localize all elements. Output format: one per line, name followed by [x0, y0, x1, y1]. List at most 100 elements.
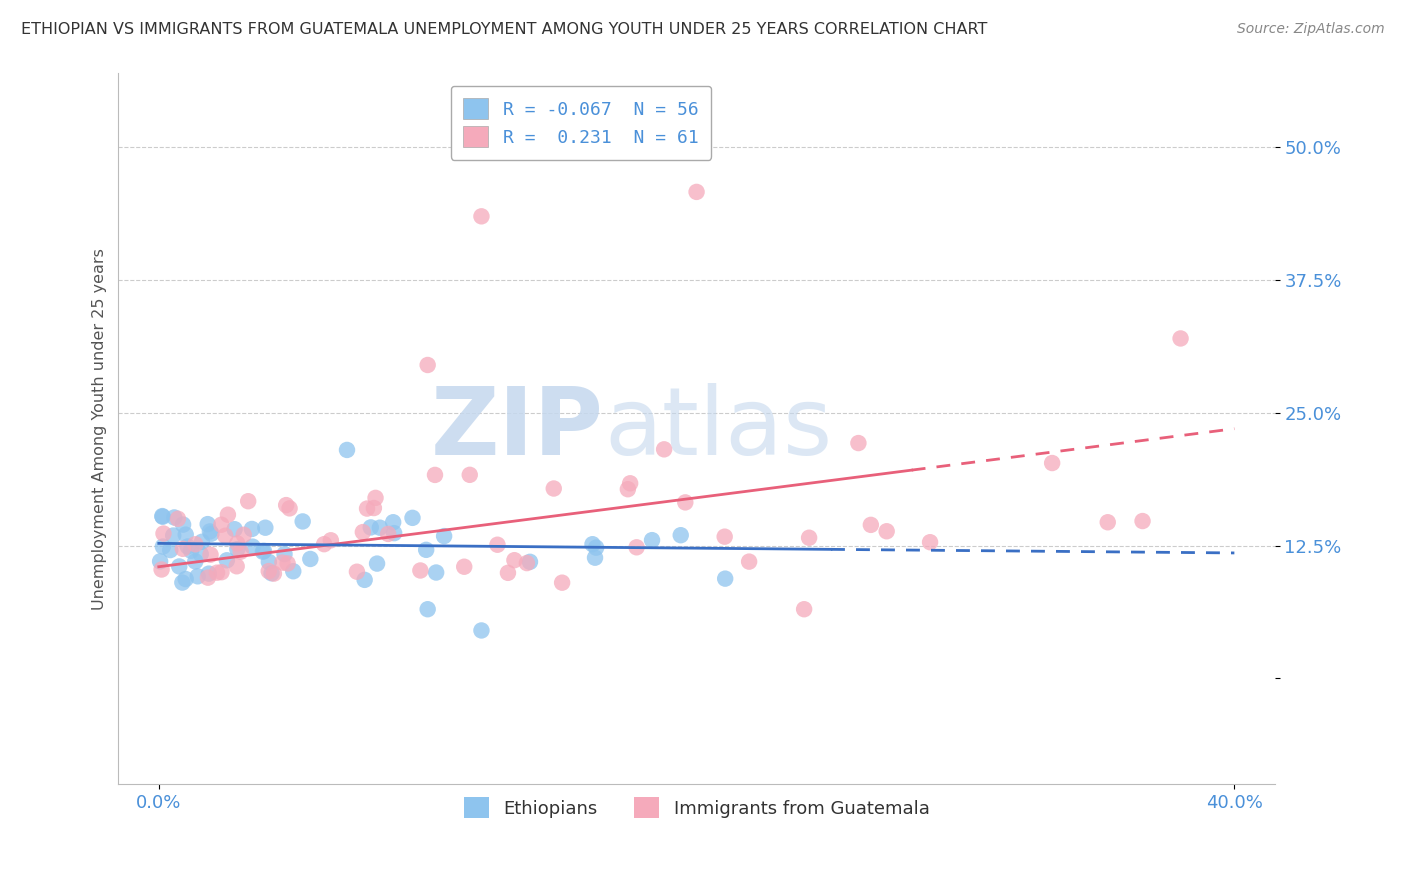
Point: [159, 543, 181, 558]
Point: [198, 566, 221, 581]
Point: [918, 535, 941, 549]
Point: [205, 566, 228, 580]
Point: [226, 536, 249, 550]
Point: [486, 538, 509, 552]
Point: [366, 557, 388, 571]
Y-axis label: Unemployment Among Youth under 25 years: Unemployment Among Youth under 25 years: [93, 248, 107, 609]
Point: [409, 564, 432, 578]
Point: [167, 512, 190, 526]
Point: [273, 547, 295, 561]
Point: [190, 547, 212, 561]
Point: [470, 624, 492, 638]
Text: ZIP: ZIP: [432, 383, 605, 475]
Point: [416, 358, 439, 372]
Point: [470, 210, 492, 224]
Point: [453, 559, 475, 574]
Point: [209, 517, 232, 532]
Point: [425, 566, 447, 580]
Point: [503, 553, 526, 567]
Point: [214, 529, 236, 543]
Point: [197, 517, 219, 532]
Point: [238, 494, 260, 508]
Point: [738, 555, 761, 569]
Point: [364, 491, 387, 505]
Point: [180, 543, 202, 558]
Point: [215, 553, 238, 567]
Point: [336, 442, 359, 457]
Point: [377, 527, 399, 541]
Text: ETHIOPIAN VS IMMIGRANTS FROM GUATEMALA UNEMPLOYMENT AMONG YOUTH UNDER 25 YEARS C: ETHIOPIAN VS IMMIGRANTS FROM GUATEMALA U…: [21, 22, 987, 37]
Point: [240, 522, 263, 536]
Text: Source: ZipAtlas.com: Source: ZipAtlas.com: [1237, 22, 1385, 37]
Point: [232, 528, 254, 542]
Point: [260, 566, 283, 581]
Point: [714, 572, 737, 586]
Point: [652, 442, 675, 457]
Point: [278, 501, 301, 516]
Point: [619, 476, 641, 491]
Point: [685, 185, 707, 199]
Point: [368, 521, 391, 535]
Point: [519, 555, 541, 569]
Point: [200, 548, 222, 562]
Legend: Ethiopians, Immigrants from Guatemala: Ethiopians, Immigrants from Guatemala: [457, 790, 936, 825]
Point: [152, 509, 174, 524]
Point: [382, 526, 405, 541]
Point: [211, 565, 233, 579]
Point: [356, 501, 378, 516]
Point: [162, 528, 184, 542]
Point: [198, 524, 221, 539]
Point: [1040, 456, 1063, 470]
Point: [496, 566, 519, 580]
Point: [859, 517, 882, 532]
Point: [793, 602, 815, 616]
Point: [641, 533, 664, 548]
Point: [363, 501, 385, 516]
Point: [257, 555, 280, 569]
Point: [1170, 331, 1192, 345]
Point: [174, 572, 197, 586]
Point: [163, 510, 186, 524]
Point: [382, 515, 405, 529]
Point: [276, 498, 298, 512]
Point: [150, 509, 173, 524]
Point: [360, 520, 382, 534]
Point: [581, 537, 603, 551]
Point: [224, 522, 246, 536]
Point: [543, 482, 565, 496]
Point: [271, 556, 294, 570]
Point: [876, 524, 898, 539]
Point: [401, 511, 423, 525]
Point: [291, 515, 314, 529]
Point: [423, 467, 446, 482]
Point: [150, 562, 173, 576]
Point: [433, 529, 456, 543]
Point: [172, 541, 194, 556]
Point: [229, 544, 252, 558]
Point: [252, 545, 274, 559]
Point: [583, 550, 606, 565]
Point: [172, 517, 194, 532]
Point: [669, 528, 692, 542]
Point: [225, 559, 247, 574]
Point: [167, 559, 190, 574]
Point: [353, 573, 375, 587]
Point: [283, 564, 305, 578]
Point: [797, 531, 820, 545]
Point: [242, 540, 264, 554]
Point: [617, 482, 640, 496]
Point: [254, 521, 277, 535]
Point: [346, 565, 368, 579]
Point: [187, 569, 209, 583]
Point: [314, 537, 336, 551]
Point: [226, 542, 249, 557]
Point: [177, 540, 200, 554]
Point: [263, 566, 285, 581]
Point: [152, 526, 174, 541]
Point: [184, 554, 207, 568]
Point: [197, 571, 219, 585]
Point: [172, 575, 194, 590]
Point: [184, 537, 207, 551]
Point: [416, 602, 439, 616]
Point: [253, 544, 276, 558]
